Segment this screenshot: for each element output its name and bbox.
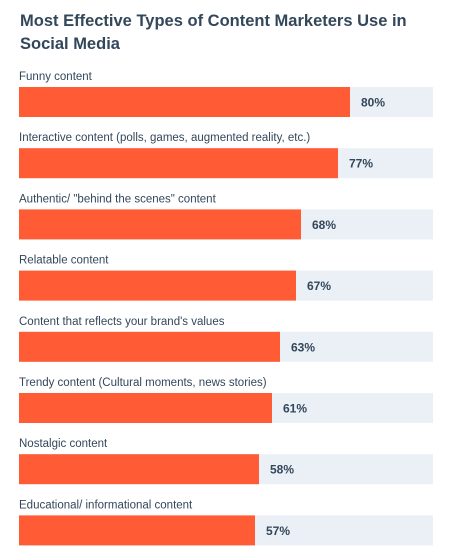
category-label: Nostalgic content bbox=[19, 438, 108, 450]
bar bbox=[19, 331, 280, 362]
bar bbox=[19, 209, 301, 240]
category-label: Educational/ informational content bbox=[19, 499, 193, 511]
category-label: Relatable content bbox=[19, 255, 109, 267]
bar bbox=[19, 393, 272, 423]
category-label: Authentic/ "behind the scenes" content bbox=[19, 193, 217, 205]
category-label: Trendy content (Cultural moments, news s… bbox=[19, 377, 267, 389]
bar bbox=[19, 454, 259, 485]
value-label: 63% bbox=[291, 340, 315, 354]
value-label: 77% bbox=[349, 157, 373, 171]
category-label: Content that reflects your brand's value… bbox=[19, 316, 225, 328]
bar bbox=[19, 515, 255, 546]
bar bbox=[19, 148, 338, 179]
value-label: 80% bbox=[361, 96, 385, 110]
bar bbox=[19, 270, 296, 301]
value-label: 58% bbox=[270, 463, 294, 477]
value-label: 61% bbox=[283, 402, 307, 416]
bar bbox=[19, 87, 350, 117]
chart-title: Most Effective Types of Content Marketer… bbox=[20, 12, 407, 53]
value-label: 68% bbox=[312, 218, 336, 232]
category-label: Interactive content (polls, games, augme… bbox=[19, 132, 310, 144]
value-label: 67% bbox=[307, 279, 331, 293]
category-label: Funny content bbox=[19, 71, 93, 83]
value-label: 57% bbox=[266, 524, 290, 538]
